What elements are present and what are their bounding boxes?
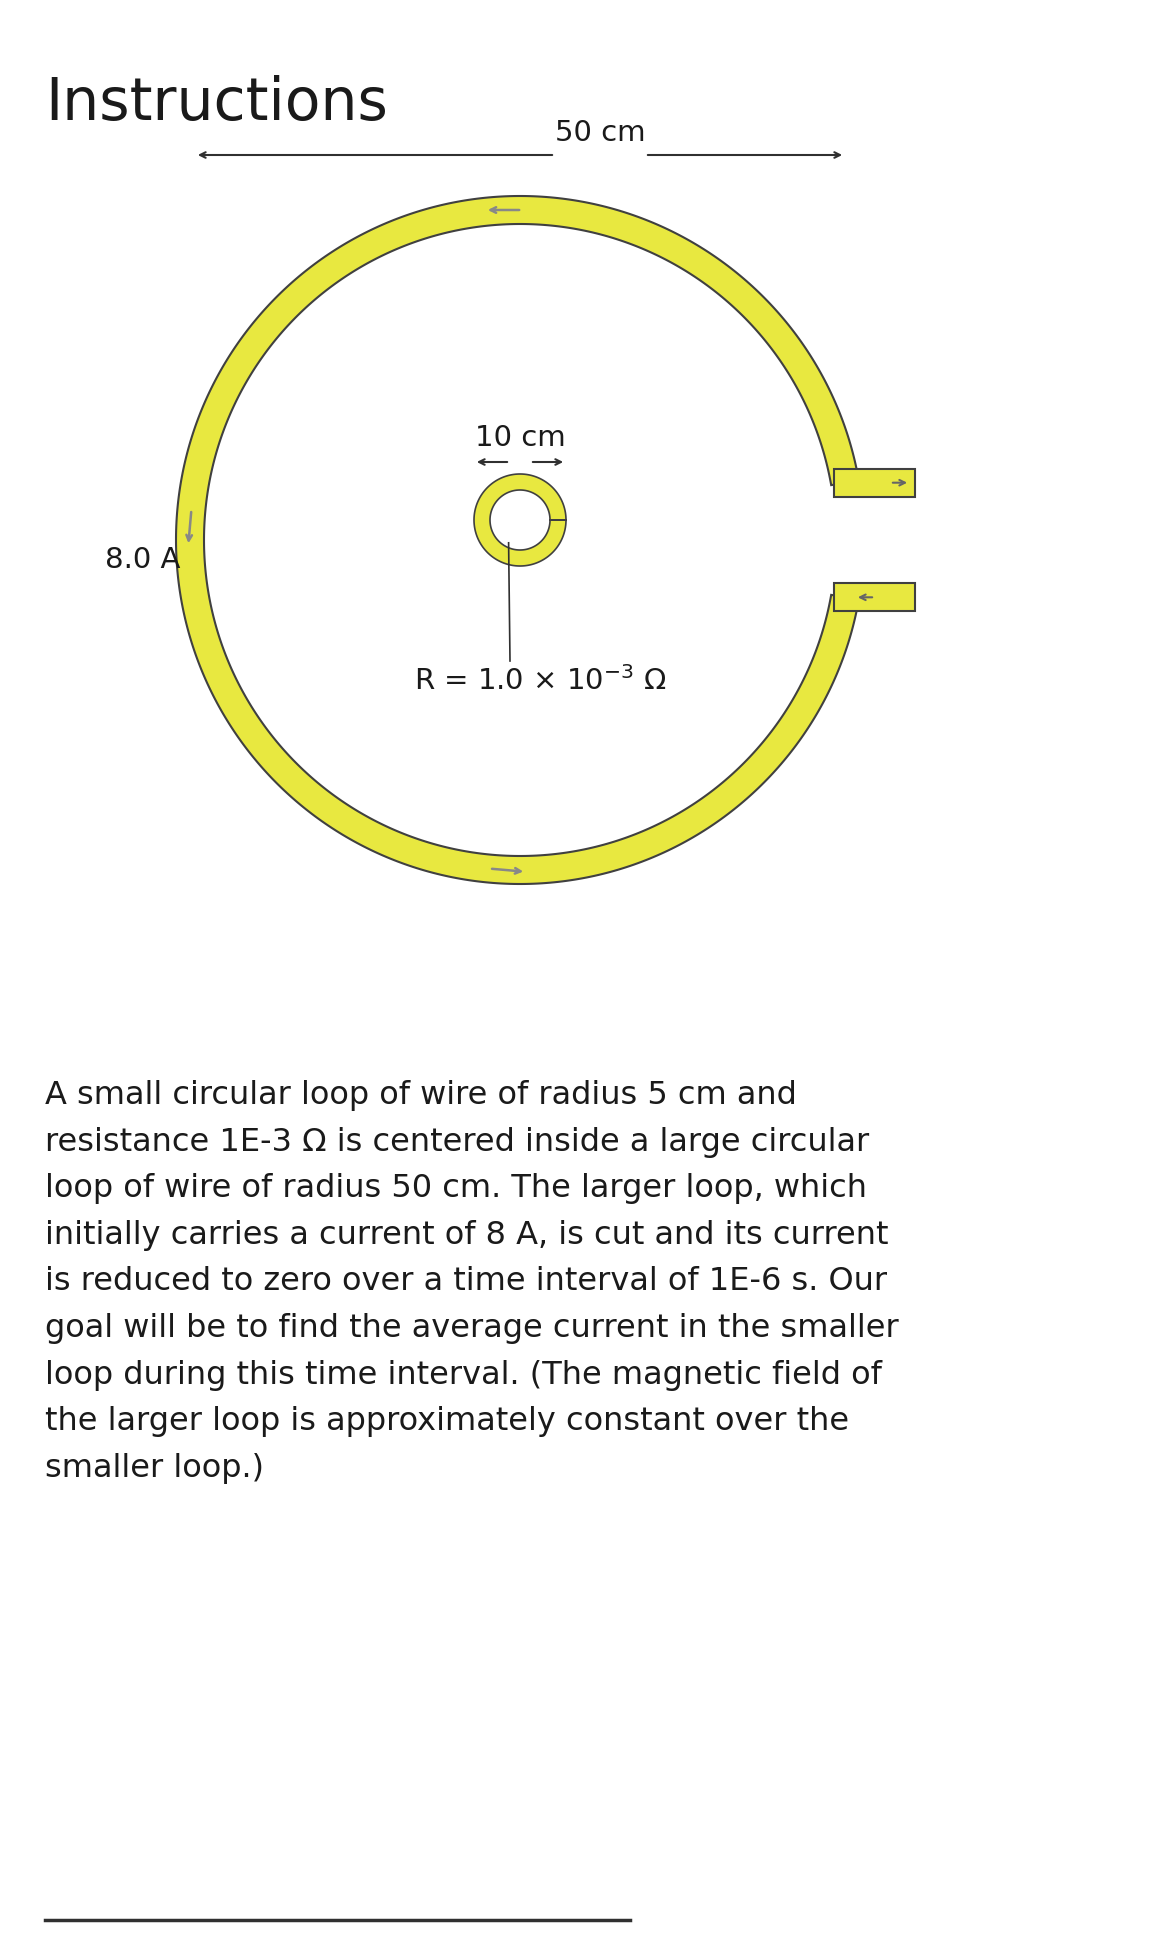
- Text: 10 cm: 10 cm: [475, 423, 565, 452]
- Text: Instructions: Instructions: [44, 74, 388, 133]
- Polygon shape: [176, 197, 859, 883]
- Bar: [834, 583, 915, 610]
- Text: 8.0 A: 8.0 A: [105, 546, 180, 573]
- Bar: [834, 468, 915, 497]
- Text: R = 1.0 $\times$ 10$^{-3}$ $\Omega$: R = 1.0 $\times$ 10$^{-3}$ $\Omega$: [413, 667, 667, 696]
- Polygon shape: [474, 474, 566, 566]
- Text: A small circular loop of wire of radius 5 cm and
resistance 1E-3 Ω is centered i: A small circular loop of wire of radius …: [44, 1080, 899, 1484]
- Text: 50 cm: 50 cm: [555, 119, 646, 146]
